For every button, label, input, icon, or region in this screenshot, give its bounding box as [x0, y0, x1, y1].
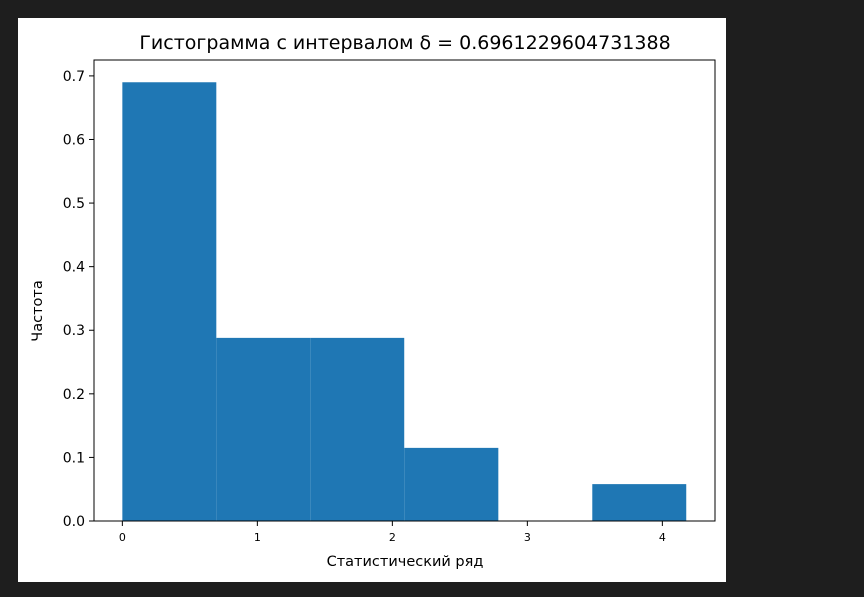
y-tick-label: 0.3: [63, 323, 85, 339]
chart-title: Гистограмма с интервалом δ = 0.696122960…: [139, 32, 670, 54]
y-tick-label: 0.6: [63, 132, 85, 148]
bars-group: [122, 82, 687, 521]
x-tick-label: 2: [389, 531, 396, 544]
x-ticks-group: 0 1 2 3 4: [119, 521, 666, 544]
y-tick-label: 0.0: [63, 514, 85, 530]
x-tick-label: 1: [254, 531, 261, 544]
y-ticks-group: 0.0 0.1 0.2 0.3 0.4 0.5 0.6 0.7: [63, 69, 94, 530]
x-axis-label: Статистический ряд: [327, 554, 484, 570]
y-tick-label: 0.1: [63, 450, 85, 466]
y-tick-label: 0.2: [63, 387, 85, 403]
histogram-bar-1: [122, 82, 217, 521]
histogram-bar-4: [404, 447, 499, 521]
plot-frame: [93, 59, 716, 522]
y-tick-label: 0.5: [63, 196, 85, 212]
histogram-bar-6: [592, 484, 687, 521]
x-tick-label: 0: [119, 531, 126, 544]
histogram-chart: 0 1 2 3 4 0.0 0.1 0.2 0.3 0.4 0.5 0.6 0.7 Гистограм…: [30, 32, 716, 570]
y-tick-label: 0.4: [63, 260, 85, 276]
figure: 0 1 2 3 4 0.0 0.1 0.2 0.3 0.4 0.5 0.6 0.7 Гистограм…: [18, 18, 726, 582]
histogram-bar-2: [216, 337, 311, 521]
histogram-bar-3: [310, 337, 405, 521]
y-axis-label: Частота: [30, 280, 46, 341]
x-tick-label: 4: [659, 531, 666, 544]
x-tick-label: 3: [524, 531, 531, 544]
y-tick-label: 0.7: [63, 69, 85, 85]
